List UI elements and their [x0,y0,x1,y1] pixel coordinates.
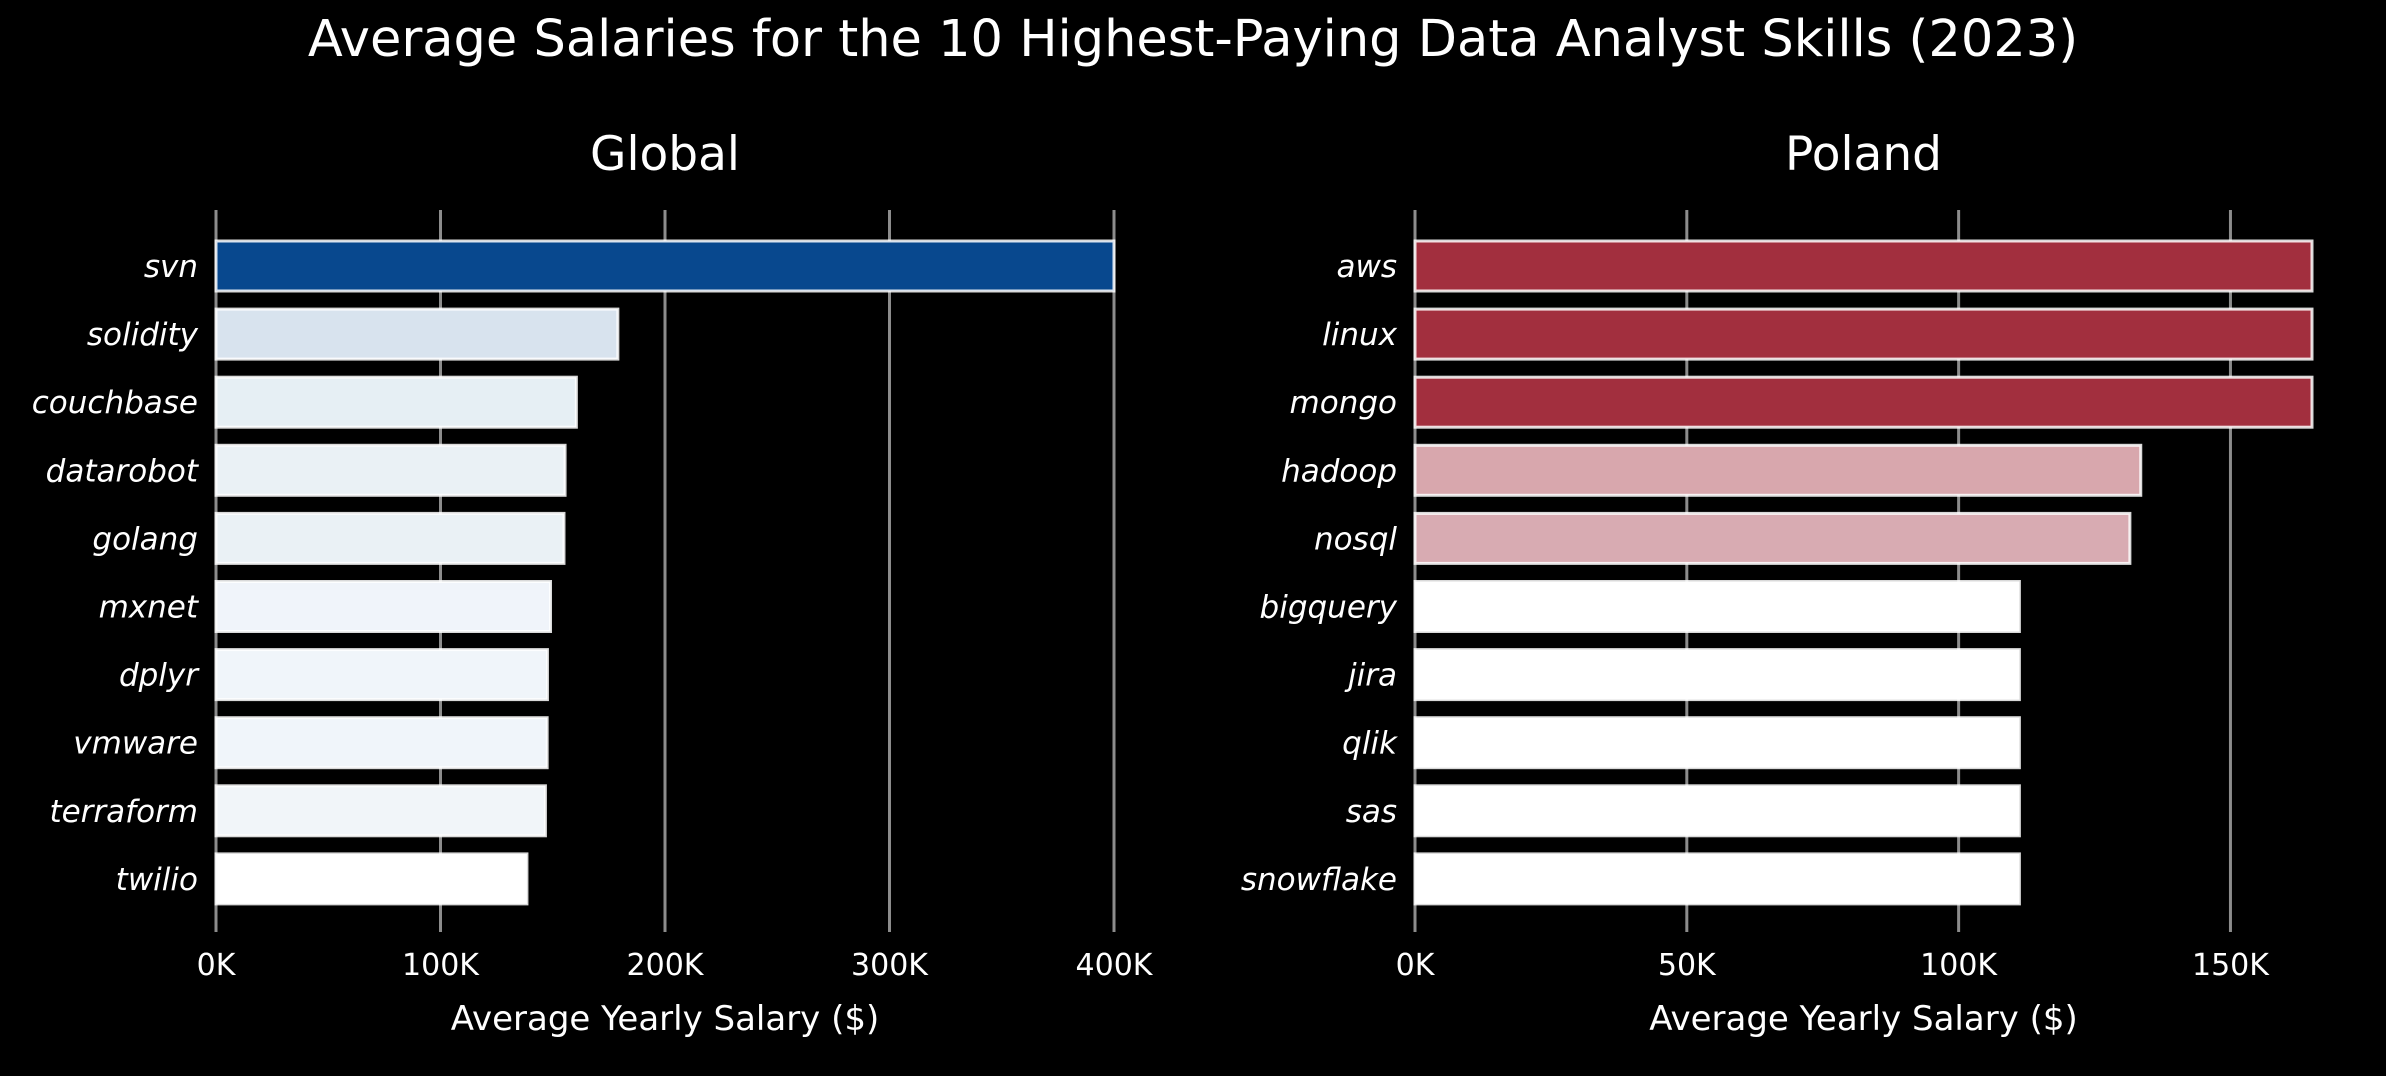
panel-poland: Poland 0K 50K 100K 150K aws linux mongo hadoop no… [1241,127,2314,1039]
bar-mxnet [214,580,553,633]
x-tick-label: 150K [2192,948,2270,983]
bar-qlik [1413,716,2021,770]
category-label: aws [1336,249,1397,285]
bar-sas [1413,784,2021,838]
bar-golang [214,511,566,565]
bar-twilio [214,852,529,906]
bar-hadoop [1413,443,2143,497]
figure-title: Average Salaries for the 10 Highest-Payi… [308,10,2078,69]
bar-dplyr [214,648,549,702]
bar-datarobot [214,443,567,497]
category-label: dplyr [119,658,200,694]
bar-snowflake [1413,852,2021,906]
x-tick-label: 400K [1076,948,1154,983]
x-axis-label: Average Yearly Salary ($) [451,999,880,1039]
category-label: terraform [49,794,198,830]
category-label: snowflake [1241,862,1397,898]
category-label: linux [1322,317,1398,353]
panel-title: Poland [1785,127,1942,182]
bar-vmware [214,716,549,770]
category-label: datarobot [46,453,200,489]
bar-mongo [1413,375,2314,429]
x-tick-label: 0K [197,948,237,983]
category-label: hadoop [1281,453,1397,489]
category-label: jira [1344,658,1397,694]
x-axis-label: Average Yearly Salary ($) [1649,999,2078,1039]
category-label: golang [92,521,198,557]
category-label: couchbase [32,385,198,421]
bar-jira [1413,648,2021,702]
category-label: bigquery [1260,590,1398,626]
x-tick-label: 200K [627,948,705,983]
category-label: mxnet [99,590,200,626]
category-label: twilio [116,862,198,898]
bar-solidity [214,307,620,361]
category-label: svn [144,249,198,285]
category-label: qlik [1342,726,1398,762]
category-label: vmware [73,726,198,762]
x-tick-label: 100K [1920,948,1998,983]
bar-nosql [1413,511,2132,565]
chart-panels: Global 0K 100K 200K 300K 400K svn solidity couch… [32,127,2314,1039]
x-tick-label: 0K [1396,948,1436,983]
bar-bigquery [1413,580,2021,633]
panel-title: Global [590,127,740,182]
bar-aws [1413,239,2314,293]
x-tick-label: 100K [402,948,480,983]
bar-terraform [214,784,547,838]
category-label: sas [1346,794,1397,830]
category-label: solidity [87,317,199,353]
x-tick-label: 50K [1658,948,1717,983]
category-label: nosql [1314,521,1397,557]
x-tick-label: 300K [851,948,929,983]
bar-linux [1413,307,2314,361]
panel-global: Global 0K 100K 200K 300K 400K svn solidity couch… [32,127,1154,1039]
bar-svn [214,239,1116,293]
bar-couchbase [214,375,578,429]
category-label: mongo [1290,385,1397,421]
